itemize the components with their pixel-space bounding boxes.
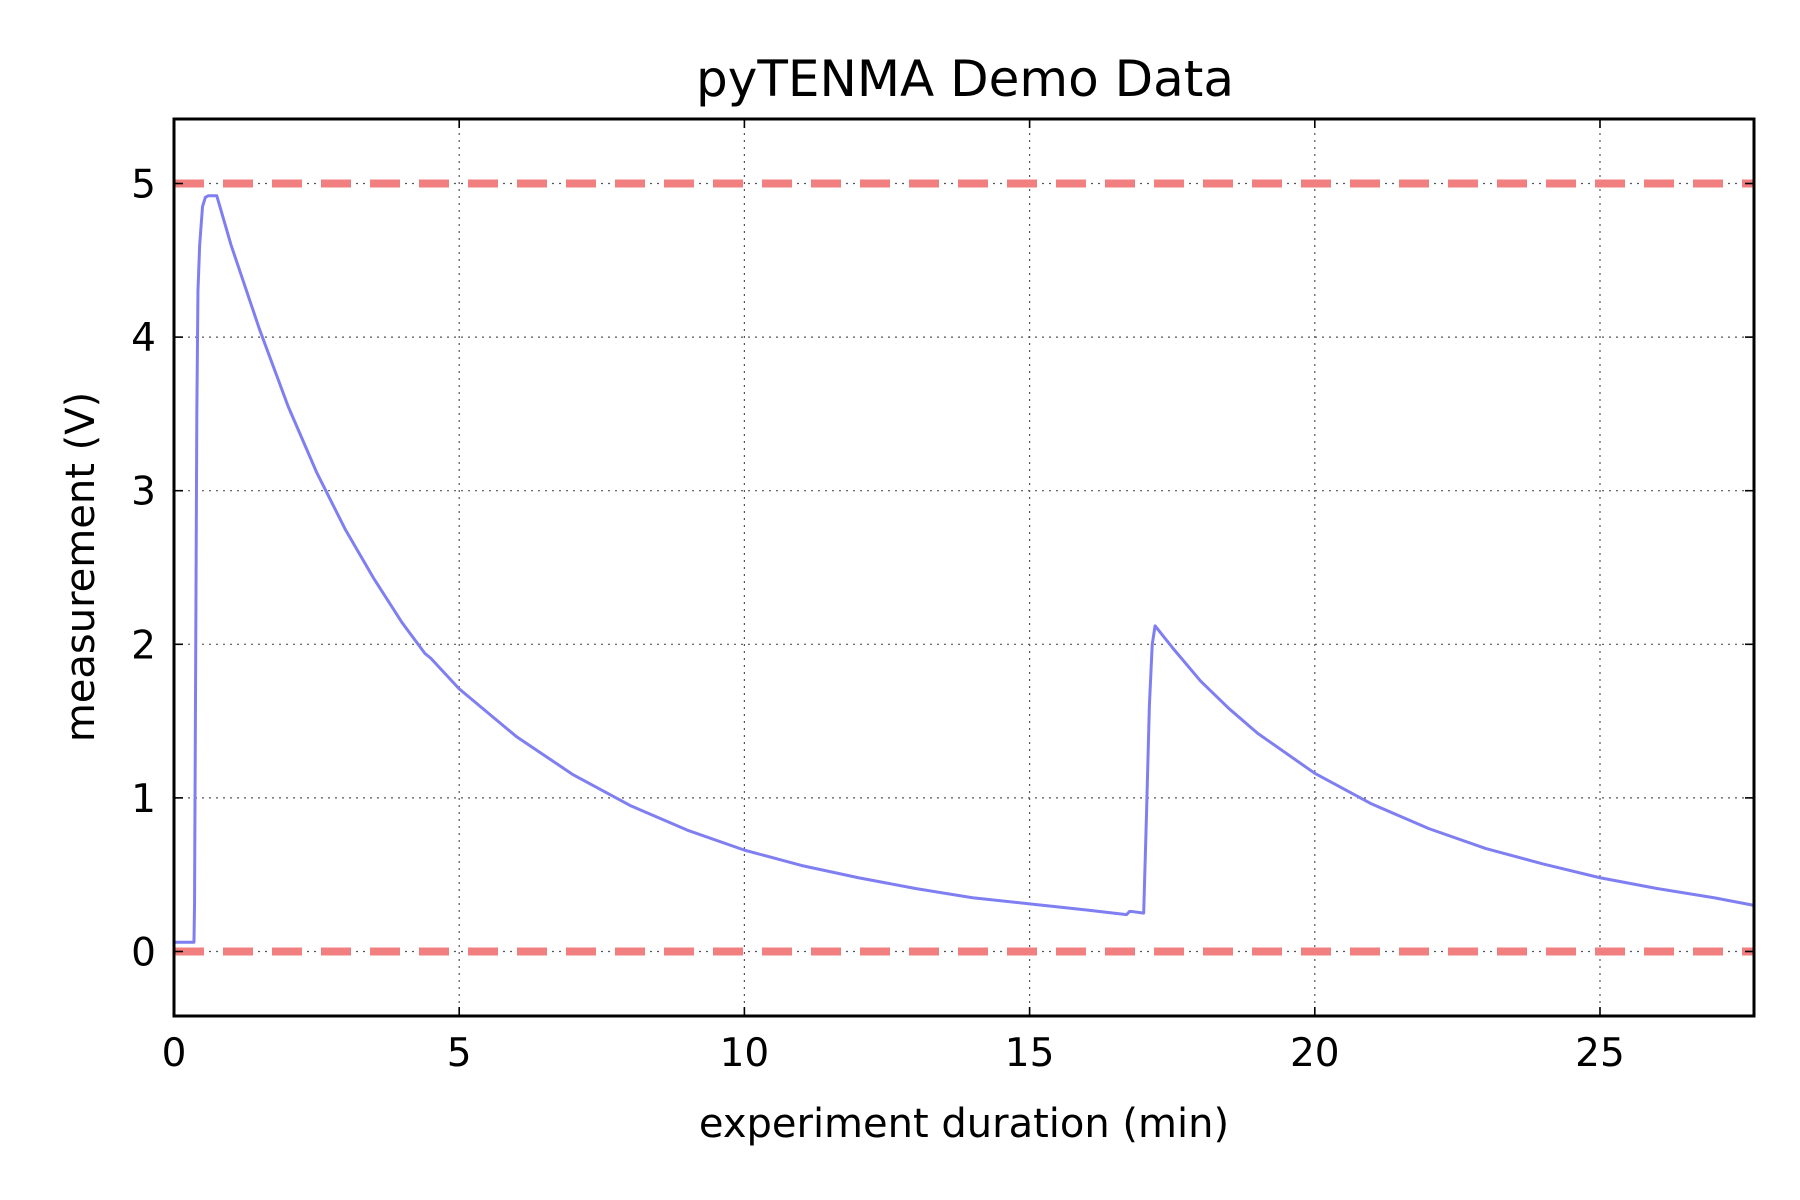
y-tick-label: 0 bbox=[131, 930, 156, 975]
series-layer bbox=[172, 194, 1756, 944]
y-tick-label: 1 bbox=[131, 777, 156, 822]
x-tick-label: 20 bbox=[1290, 1031, 1340, 1076]
y-tick-label: 3 bbox=[131, 470, 156, 515]
grid bbox=[174, 119, 1754, 1016]
ticks: 0 5 10 15 20 25 0 1 2 3 4 5 bbox=[131, 119, 1754, 1076]
y-tick-label: 2 bbox=[131, 623, 156, 668]
x-tick-label: 5 bbox=[447, 1031, 472, 1076]
series-line-measurement bbox=[172, 194, 1756, 944]
x-tick-label: 0 bbox=[162, 1031, 187, 1076]
x-tick-label: 15 bbox=[1005, 1031, 1055, 1076]
y-tick-label: 5 bbox=[131, 163, 156, 208]
x-tick-label: 25 bbox=[1575, 1031, 1625, 1076]
chart-title: pyTENMA Demo Data bbox=[696, 50, 1234, 108]
x-tick-label: 10 bbox=[720, 1031, 770, 1076]
y-axis-label: measurement (V) bbox=[58, 392, 104, 742]
y-tick-label: 4 bbox=[131, 316, 156, 361]
x-axis-label: experiment duration (min) bbox=[699, 1101, 1229, 1147]
reference-lines bbox=[174, 179, 1754, 956]
plot-frame bbox=[172, 117, 1756, 1018]
